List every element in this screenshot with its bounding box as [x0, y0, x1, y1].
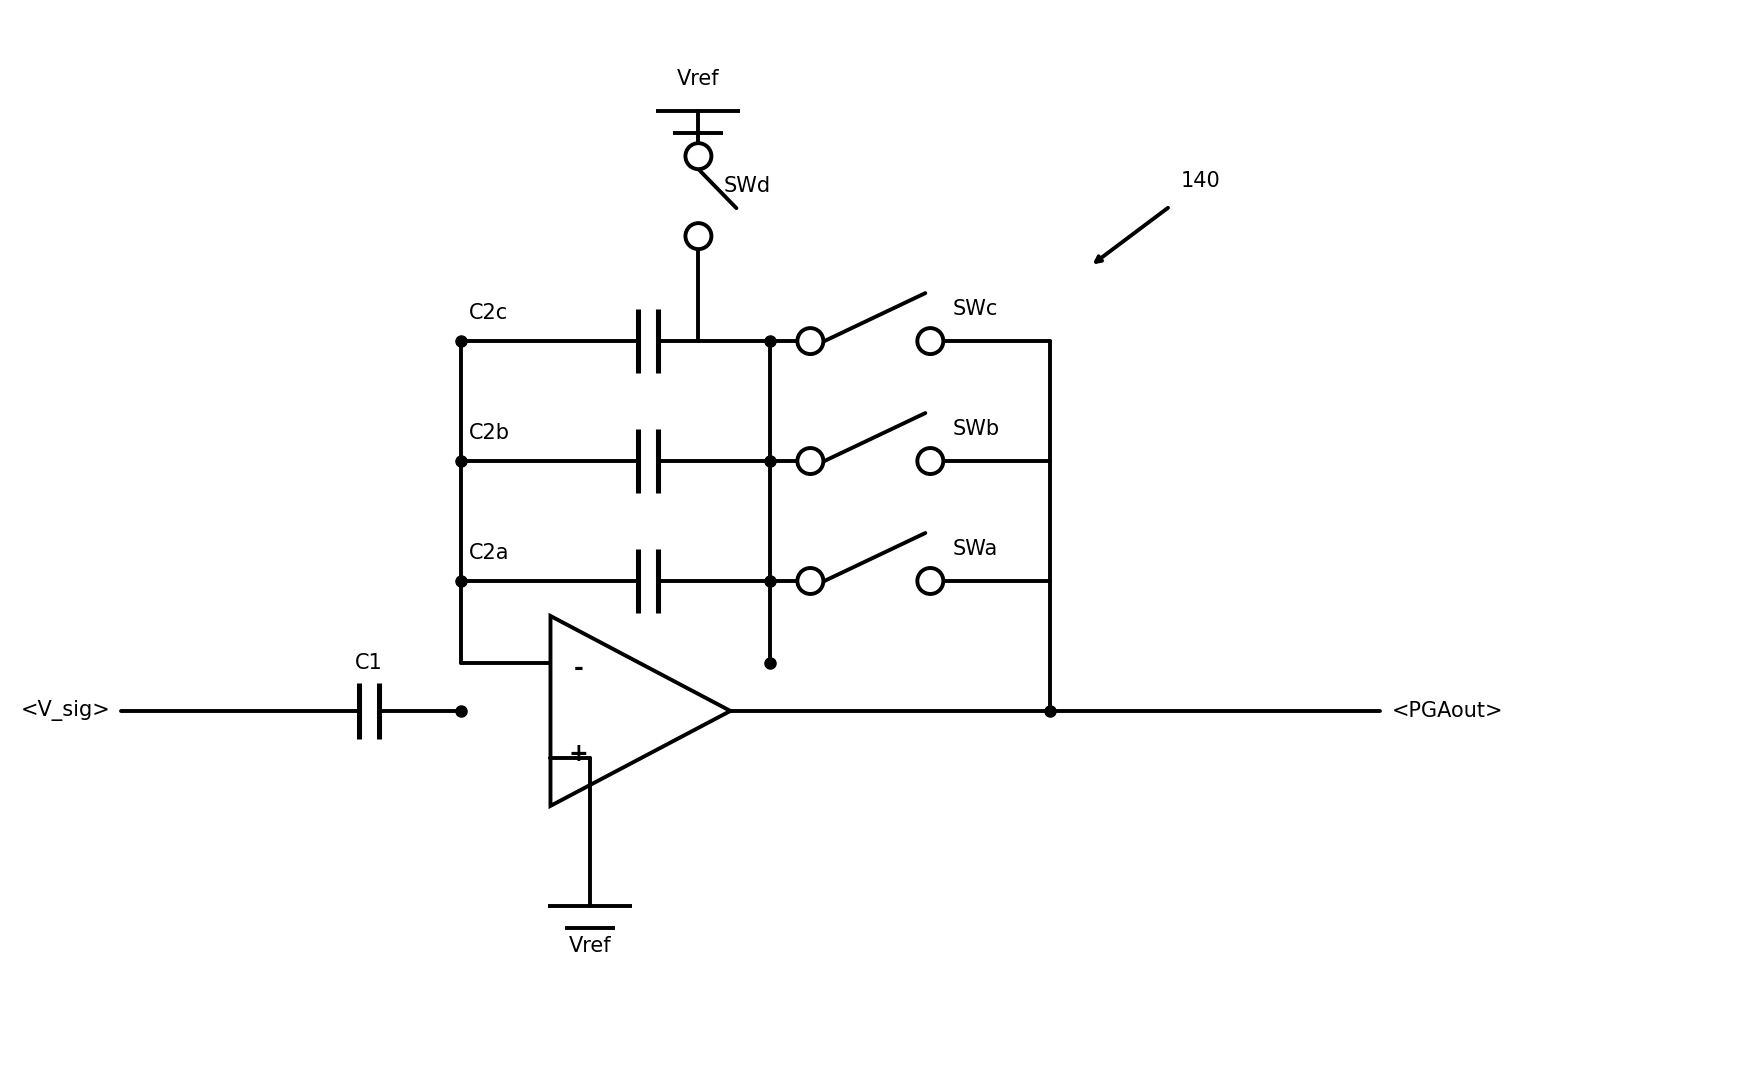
Text: 140: 140	[1181, 171, 1221, 191]
Circle shape	[685, 143, 711, 169]
Text: Vref: Vref	[569, 936, 612, 956]
Text: C1: C1	[355, 652, 383, 673]
Circle shape	[918, 568, 943, 594]
Text: SWd: SWd	[723, 176, 770, 196]
Circle shape	[798, 568, 823, 594]
Circle shape	[685, 224, 711, 249]
Text: SWa: SWa	[953, 539, 998, 559]
Text: SWb: SWb	[953, 419, 1000, 439]
Circle shape	[918, 448, 943, 473]
Text: C2c: C2c	[468, 303, 508, 323]
Circle shape	[918, 328, 943, 355]
Text: C2a: C2a	[468, 543, 510, 563]
Text: C2b: C2b	[468, 423, 510, 443]
Circle shape	[798, 328, 823, 355]
Text: Vref: Vref	[676, 69, 720, 89]
Text: SWc: SWc	[953, 299, 998, 319]
Text: -: -	[574, 656, 583, 680]
Text: <V_sig>: <V_sig>	[21, 700, 111, 721]
Text: +: +	[569, 742, 588, 766]
Text: <PGAout>: <PGAout>	[1393, 700, 1504, 721]
Circle shape	[798, 448, 823, 473]
